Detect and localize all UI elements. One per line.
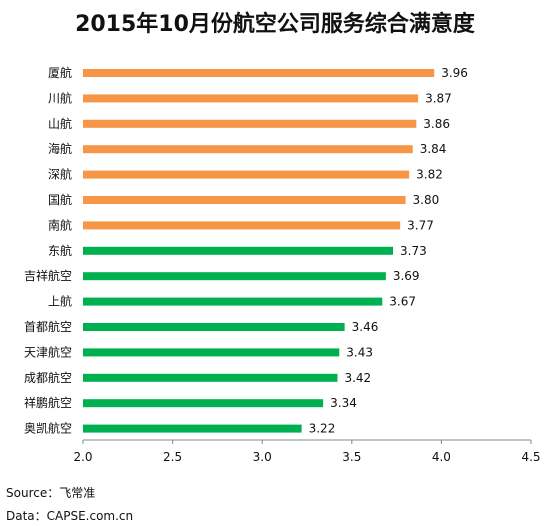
value-label: 3.73 [400,244,427,258]
data-note: Data：CAPSE.com.cn [6,509,134,523]
bar [83,348,340,357]
bar [83,424,302,433]
category-label: 海航 [48,141,72,156]
x-tick-label: 4.5 [521,450,540,464]
value-label: 3.77 [407,218,434,232]
category-label: 奥凯航空 [24,421,72,436]
category-label: 深航 [48,167,72,182]
bar [83,221,401,230]
bar [83,145,413,154]
value-label: 3.86 [423,117,450,131]
x-tick-label: 2.5 [163,450,182,464]
bar [83,297,383,306]
value-label: 3.43 [346,345,373,359]
bar [83,170,410,179]
category-label: 山航 [48,116,72,131]
value-label: 3.42 [344,371,371,385]
value-label: 3.34 [330,396,357,410]
bar [83,272,386,281]
bar [83,246,394,255]
value-label: 3.80 [413,193,440,207]
category-label: 天津航空 [24,344,72,359]
value-label: 3.82 [416,168,443,182]
x-tick-label: 3.5 [342,450,361,464]
value-label: 3.46 [352,320,379,334]
x-tick-label: 4.0 [432,450,451,464]
source-note: Source：飞常准 [6,486,96,500]
category-label: 吉祥航空 [24,268,72,283]
category-label: 川航 [48,90,72,105]
category-label: 上航 [48,294,72,309]
value-label: 3.87 [425,91,452,105]
value-label: 3.67 [389,295,416,309]
category-label: 首都航空 [24,319,72,334]
category-label: 国航 [48,192,72,207]
bar [83,373,338,382]
bar [83,399,324,408]
bar [83,196,406,204]
category-label: 南航 [48,217,72,232]
chart-title: 2015年10月份航空公司服务综合满意度 [75,12,475,37]
category-label: 东航 [48,243,72,258]
value-label: 3.84 [420,142,447,156]
bar [83,69,435,77]
category-label: 厦航 [48,65,72,80]
value-label: 3.69 [393,269,420,283]
x-tick-label: 3.0 [253,450,272,464]
bar [83,119,417,128]
value-label: 3.22 [309,422,336,436]
bar [83,94,419,103]
value-label: 3.96 [441,66,468,80]
bar [83,323,345,331]
category-label: 祥鹏航空 [24,395,72,410]
x-tick-label: 2.0 [73,450,92,464]
category-label: 成都航空 [24,370,72,385]
